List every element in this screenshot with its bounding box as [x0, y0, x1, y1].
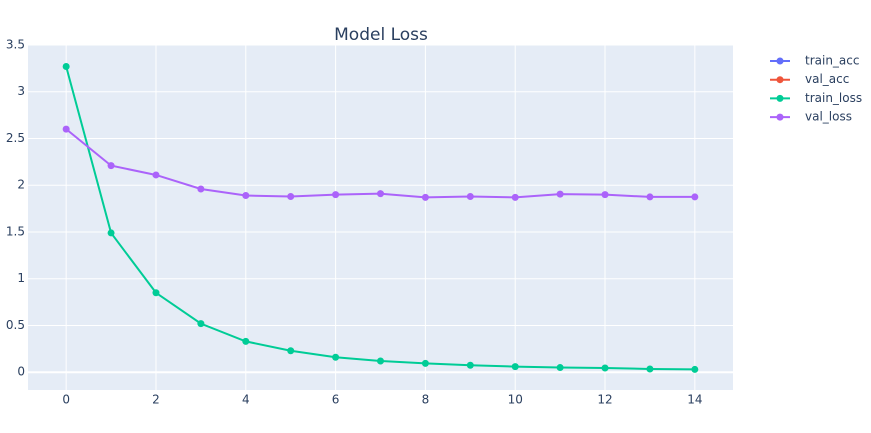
- point: [332, 353, 340, 361]
- y-tick-label: 0: [17, 365, 25, 379]
- x-tick-label: 12: [597, 393, 612, 407]
- point: [466, 192, 474, 200]
- point: [107, 162, 115, 170]
- x-tick-label: 14: [687, 393, 702, 407]
- y-tick-label: 2: [17, 178, 25, 192]
- x-tick-label: 0: [62, 393, 70, 407]
- y-tick-label: 1.5: [6, 224, 25, 238]
- point: [646, 193, 654, 201]
- legend-label: train_acc: [805, 54, 859, 68]
- point: [197, 320, 205, 328]
- point: [601, 191, 609, 199]
- x-tick-label: 6: [332, 393, 340, 407]
- legend-marker: [776, 76, 784, 84]
- point: [62, 125, 70, 133]
- point: [466, 361, 474, 369]
- point: [62, 63, 70, 71]
- point: [332, 191, 340, 199]
- x-tick-label: 4: [242, 393, 250, 407]
- point: [107, 229, 115, 237]
- y-tick-label: 1: [17, 271, 25, 285]
- legend-label: train_loss: [805, 91, 862, 105]
- y-tick-label: 3: [17, 84, 25, 98]
- legend-marker: [776, 113, 784, 121]
- point: [421, 359, 429, 367]
- y-tick-label: 0.5: [6, 318, 25, 332]
- point: [556, 364, 564, 372]
- point: [242, 192, 250, 200]
- point: [691, 365, 699, 373]
- legend-marker: [776, 94, 784, 102]
- point: [511, 363, 519, 371]
- point: [511, 193, 519, 201]
- point: [691, 193, 699, 201]
- point: [152, 171, 160, 179]
- y-tick-label: 2.5: [6, 131, 25, 145]
- point: [242, 337, 250, 345]
- point: [377, 190, 384, 198]
- point: [556, 190, 564, 198]
- x-tick-label: 10: [508, 393, 523, 407]
- legend-label: val_acc: [805, 72, 849, 86]
- y-tick-label: 3.5: [6, 38, 25, 52]
- point: [601, 364, 609, 372]
- legend-marker: [776, 57, 784, 65]
- point: [377, 357, 384, 365]
- point: [287, 347, 295, 355]
- point: [197, 185, 205, 193]
- x-tick-label: 2: [152, 393, 160, 407]
- point: [152, 289, 160, 297]
- chart-title: Model Loss: [334, 25, 428, 45]
- point: [646, 365, 654, 373]
- plot-area: [28, 45, 733, 390]
- x-tick-label: 8: [422, 393, 430, 407]
- point: [421, 193, 429, 201]
- point: [287, 192, 295, 200]
- legend-label: val_loss: [805, 110, 852, 124]
